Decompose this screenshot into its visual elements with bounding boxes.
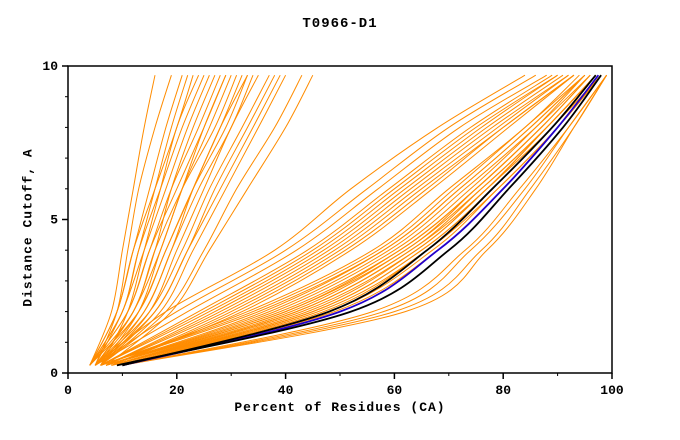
model-curves <box>89 75 156 366</box>
model-curves <box>105 74 591 366</box>
model-curves <box>111 74 575 366</box>
curves-layer <box>89 74 608 367</box>
model-curves <box>100 74 303 366</box>
model-curves <box>89 75 227 366</box>
y-axis-label: Distance Cutoff, A <box>20 148 36 307</box>
model-curves <box>105 74 314 366</box>
model-curves <box>94 74 547 366</box>
model-curves <box>89 75 189 366</box>
model-curves <box>105 74 569 366</box>
model-curves <box>100 74 558 366</box>
model-curves <box>100 74 586 366</box>
model-curves <box>94 74 537 366</box>
model-curves <box>122 74 608 366</box>
model-curves <box>89 75 205 366</box>
x-tick-label: 80 <box>495 383 511 398</box>
y-tick-label: 0 <box>50 366 58 381</box>
model-curves <box>105 74 564 366</box>
model-curves <box>100 74 287 366</box>
x-tick-label: 0 <box>64 383 72 398</box>
model-curves <box>89 75 194 366</box>
model-curves <box>122 74 608 366</box>
x-tick-label: 100 <box>600 383 624 398</box>
model-curves <box>94 74 526 366</box>
best-model-curves <box>122 74 597 367</box>
x-axis-label: Percent of Residues (CA) <box>234 400 446 415</box>
reference-curve <box>122 74 600 367</box>
model-curves <box>89 75 238 366</box>
model-curves <box>100 74 558 366</box>
model-curves <box>111 74 591 366</box>
model-curves <box>111 74 575 366</box>
model-curves <box>94 75 254 366</box>
y-tick-label: 5 <box>50 213 58 228</box>
model-curves <box>105 74 591 366</box>
best-model-curves <box>116 74 602 367</box>
model-curves <box>100 74 586 366</box>
model-curves <box>89 75 248 366</box>
x-tick-label: 40 <box>278 383 294 398</box>
model-curves <box>111 74 597 366</box>
x-tick-label: 60 <box>387 383 403 398</box>
y-tick-label: 10 <box>42 59 58 74</box>
model-curves <box>94 74 270 366</box>
model-curves <box>105 74 586 366</box>
model-curves <box>94 74 281 366</box>
x-tick-label: 20 <box>169 383 185 398</box>
model-curves <box>100 74 553 366</box>
model-curves <box>105 74 569 366</box>
chart-title: T0966-D1 <box>302 16 378 32</box>
